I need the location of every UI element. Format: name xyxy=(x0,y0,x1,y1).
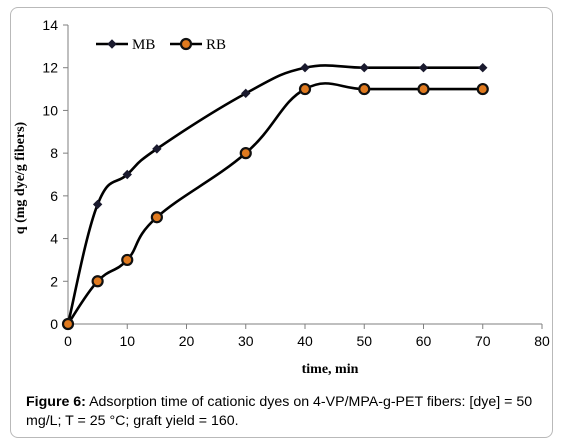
x-tick-label: 30 xyxy=(238,333,254,349)
legend-marker-mb xyxy=(107,39,117,49)
data-point-rb xyxy=(358,82,371,96)
figure-caption: Figure 6: Adsorption time of cationic dy… xyxy=(26,393,546,431)
caption-text: Adsorption time of cationic dyes on 4-VP… xyxy=(26,394,533,429)
data-point-mb xyxy=(418,63,429,73)
data-point-rb xyxy=(417,82,430,96)
x-tick-label: 50 xyxy=(356,333,372,349)
y-tick-label: 12 xyxy=(42,60,58,76)
data-point-rb xyxy=(150,211,163,224)
legend-label-mb: MB xyxy=(132,37,155,53)
data-point-rb xyxy=(298,82,312,96)
series-group xyxy=(61,63,489,331)
data-point-rb xyxy=(91,275,104,288)
series-rb xyxy=(61,82,489,331)
figure-frame xyxy=(10,7,553,438)
x-tick-label: 80 xyxy=(534,333,550,349)
data-point-mb xyxy=(359,63,369,73)
data-point-mb xyxy=(122,169,132,180)
y-tick-label: 8 xyxy=(50,145,58,161)
y-axis-label: q (mg dye/g fibers) xyxy=(13,121,28,234)
x-tick-label: 0 xyxy=(64,333,72,349)
data-point-mb xyxy=(92,199,103,210)
y-tick-label: 0 xyxy=(50,316,58,332)
y-tick-labels: 0 2 4 6 8 10 12 14 xyxy=(42,17,58,332)
y-tick-label: 10 xyxy=(42,102,58,118)
chart-axes xyxy=(63,24,543,329)
data-point-rb xyxy=(239,147,252,160)
data-point-mb xyxy=(241,88,251,99)
data-point-mb xyxy=(300,63,310,73)
series-line-mb xyxy=(66,64,483,325)
data-point-mb xyxy=(152,144,162,154)
x-tick-label: 10 xyxy=(119,333,135,349)
y-tick-label: 4 xyxy=(50,231,58,247)
caption-label: Figure 6: xyxy=(26,394,86,410)
series-mb xyxy=(63,63,488,329)
x-tick-label: 20 xyxy=(179,333,195,349)
x-tick-label: 70 xyxy=(475,333,491,349)
y-tick-label: 6 xyxy=(50,188,58,204)
x-axis-label: time, min xyxy=(302,362,359,377)
legend-marker-rb xyxy=(179,37,193,51)
data-point-mb xyxy=(478,63,488,73)
data-point-rb xyxy=(476,82,489,96)
data-point-rb xyxy=(121,253,134,267)
x-tick-label: 40 xyxy=(297,333,313,349)
series-line-rb xyxy=(66,82,483,325)
y-tick-label: 2 xyxy=(50,273,58,289)
legend-label-rb: RB xyxy=(206,37,226,53)
legend: MB RB xyxy=(96,37,226,53)
y-tick-label: 14 xyxy=(42,17,58,33)
x-tick-label: 60 xyxy=(416,333,432,349)
data-point-rb xyxy=(61,317,75,331)
x-tick-labels: 0 10 20 30 40 50 60 70 80 xyxy=(64,333,550,349)
